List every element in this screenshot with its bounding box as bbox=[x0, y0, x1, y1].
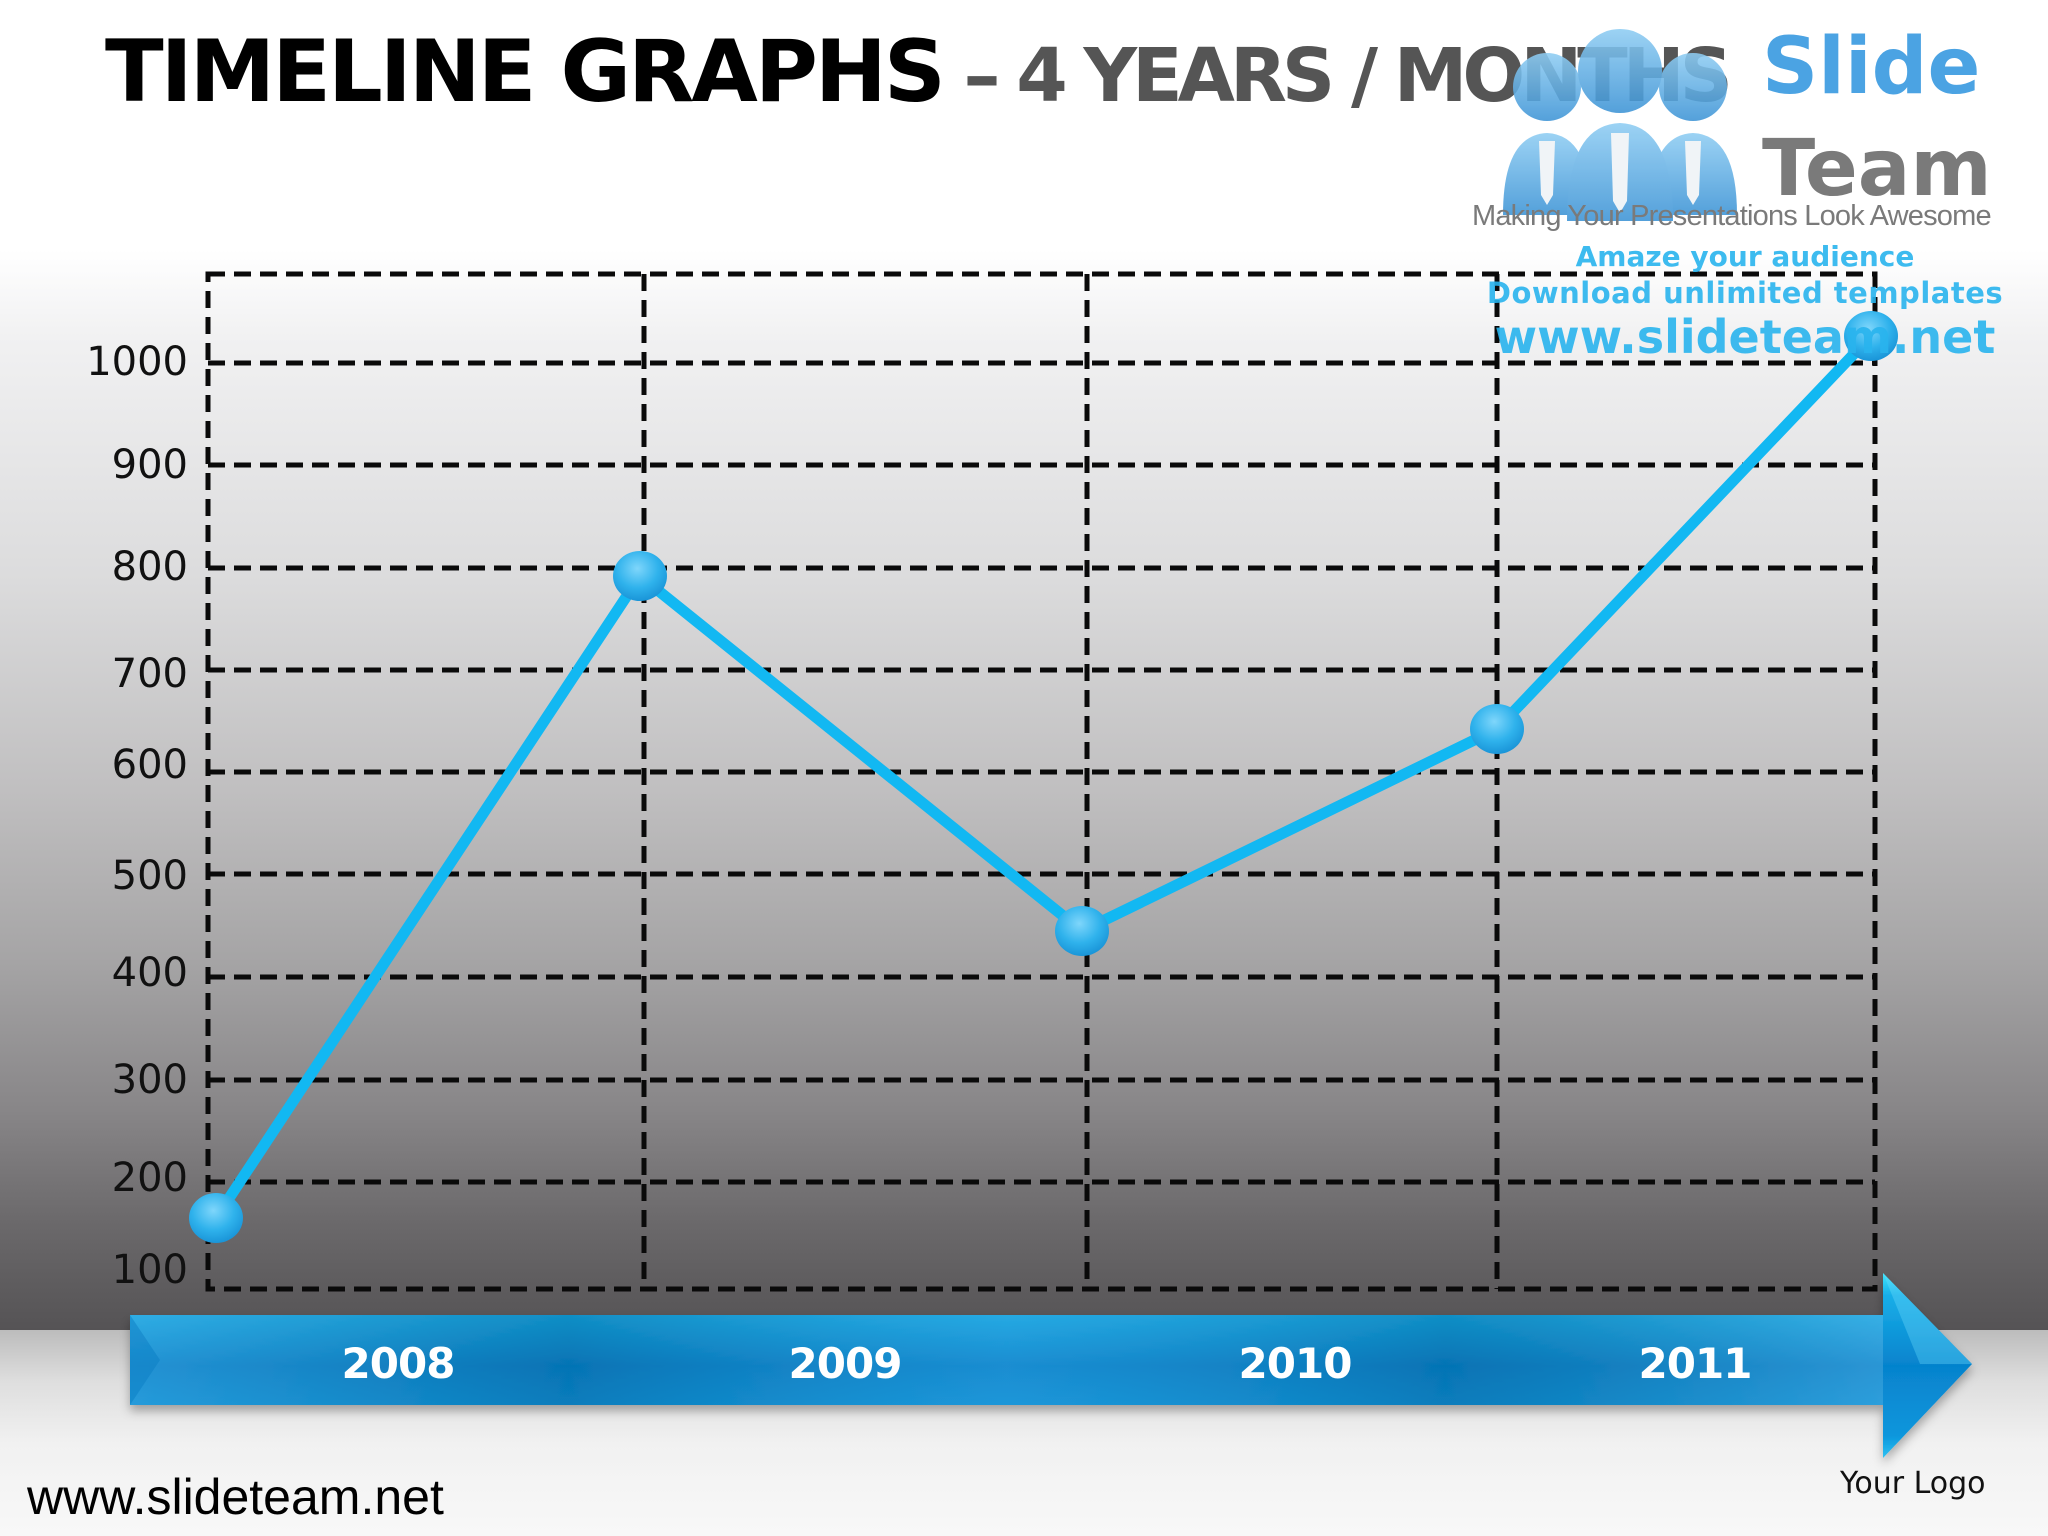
plot-border bbox=[205, 271, 1878, 1292]
watermark-line-3: www.slideteam.net bbox=[1494, 310, 1996, 364]
y-tick-200: 200 bbox=[111, 1155, 188, 1201]
year-label-2008: 2008 bbox=[341, 1339, 456, 1388]
your-logo-placeholder: Your Logo bbox=[1840, 1466, 1986, 1501]
y-tick-800: 800 bbox=[111, 544, 188, 590]
year-label-2009: 2009 bbox=[788, 1339, 903, 1388]
marker-1 bbox=[189, 1193, 243, 1243]
people-icon bbox=[1503, 29, 1737, 221]
y-tick-900: 900 bbox=[111, 442, 188, 488]
marker-3 bbox=[1055, 906, 1109, 956]
y-tick-600: 600 bbox=[111, 742, 188, 788]
data-markers bbox=[189, 311, 1898, 1243]
y-tick-300: 300 bbox=[111, 1057, 188, 1103]
timeline-arrow bbox=[130, 1273, 1972, 1458]
logo-word-team: Team bbox=[1762, 124, 1992, 214]
y-tick-500: 500 bbox=[111, 853, 188, 899]
logo-tagline: Making Your Presentations Look Awesome bbox=[1472, 200, 1992, 232]
background-gradient bbox=[0, 250, 2048, 1330]
year-label-2010: 2010 bbox=[1238, 1339, 1353, 1388]
slideteam-logo: Slide Team Making Your Presentations Loo… bbox=[1470, 20, 2030, 240]
watermark: Amaze your audience Download unlimited t… bbox=[1470, 240, 2020, 362]
marker-5 bbox=[1844, 311, 1898, 361]
watermark-line-2: Download unlimited templates bbox=[1486, 276, 2004, 310]
y-tick-100: 100 bbox=[111, 1247, 188, 1293]
data-line bbox=[211, 332, 1875, 1222]
y-tick-700: 700 bbox=[111, 651, 188, 697]
watermark-line-1: Amaze your audience bbox=[1575, 240, 1915, 273]
grid bbox=[205, 271, 1878, 1292]
y-tick-400: 400 bbox=[111, 950, 188, 996]
marker-2 bbox=[613, 551, 667, 601]
logo-word-slide: Slide bbox=[1762, 22, 1981, 112]
y-tick-1000: 1000 bbox=[86, 339, 188, 385]
marker-4 bbox=[1470, 704, 1524, 754]
footer-url: www.slideteam.net bbox=[27, 1469, 444, 1525]
title-main: TIMELINE GRAPHS bbox=[105, 22, 946, 122]
year-label-2011: 2011 bbox=[1638, 1339, 1753, 1388]
